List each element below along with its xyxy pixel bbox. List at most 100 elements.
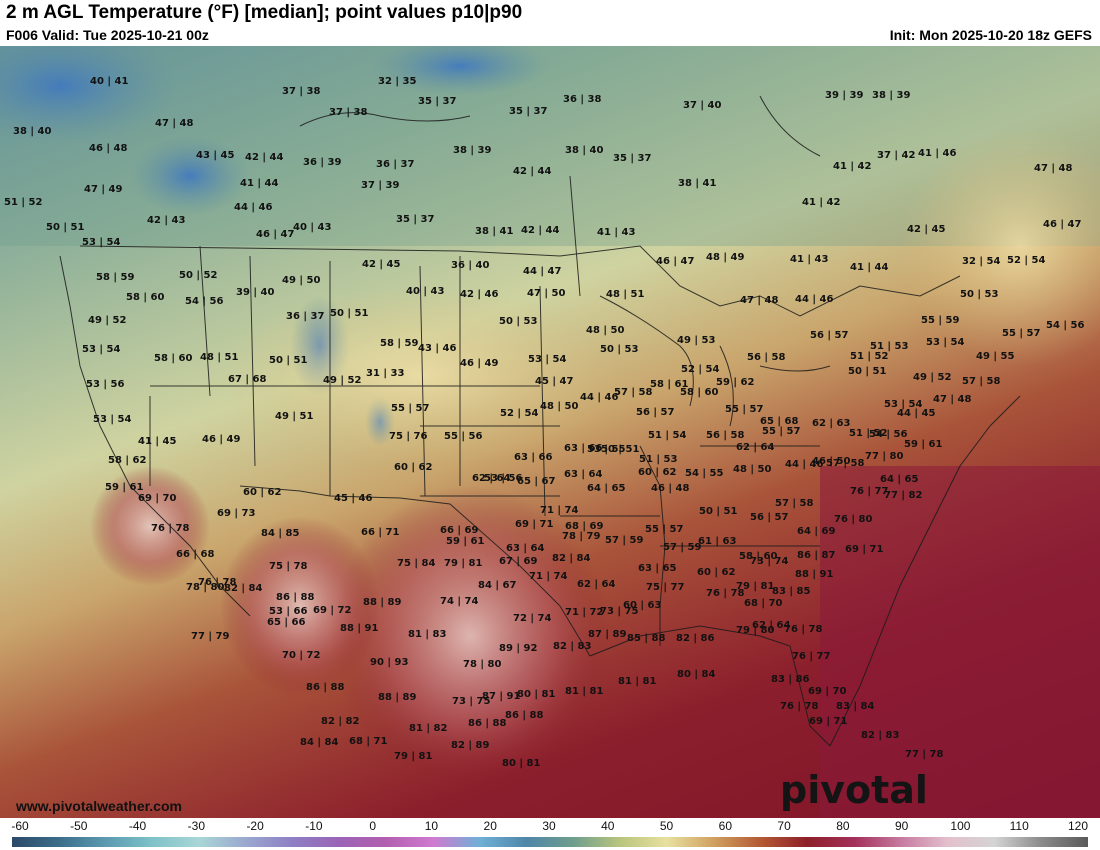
point-value-label: 74 | 74: [440, 596, 479, 607]
point-value-label: 53 | 54: [82, 344, 121, 355]
point-value-label: 86 | 88: [276, 592, 315, 603]
point-value-label: 59 | 61: [105, 482, 144, 493]
temperature-map[interactable]: 40 | 41 37 | 38 32 | 35 35 | 37 38 | 40 47 | …: [0, 46, 1100, 818]
point-value-label: 82 | 89: [451, 740, 490, 751]
point-value-label: 69 | 72: [313, 605, 352, 616]
point-value-label: 76 | 80: [834, 514, 873, 525]
point-value-label: 52 | 54: [1007, 255, 1046, 266]
point-value-label: 51 | 52: [4, 197, 43, 208]
point-value-label: 76 | 78: [706, 588, 745, 599]
legend-tick-label: 90: [894, 819, 909, 833]
point-value-label: 51 | 53: [870, 341, 909, 352]
point-value-label: 35 | 37: [418, 96, 457, 107]
point-value-label: 64 | 65: [587, 483, 626, 494]
point-value-label: 84 | 85: [261, 528, 300, 539]
cold-pocket-bc: [0, 46, 180, 146]
point-value-label: 50 | 51: [601, 444, 640, 455]
point-value-label: 62 | 64: [472, 473, 511, 484]
point-value-label: 83 | 84: [836, 701, 875, 712]
point-value-label: 51 | 52: [849, 428, 888, 439]
point-value-label: 44 | 46: [234, 202, 273, 213]
point-value-label: 67 | 68: [228, 374, 267, 385]
point-value-label: 48 | 51: [606, 289, 645, 300]
point-value-label: 46 | 47: [256, 229, 295, 240]
point-value-label: 55 | 57: [645, 524, 684, 535]
legend-tick-label: 40: [601, 819, 615, 833]
point-value-label: 42 | 45: [907, 224, 946, 235]
point-value-label: 50 | 53: [499, 316, 538, 327]
point-value-label: 75 | 77: [646, 582, 685, 593]
point-value-label: 58 | 60: [680, 387, 719, 398]
point-value-label: 73 | 74: [750, 556, 789, 567]
point-value-label: 83 | 86: [771, 674, 810, 685]
valid-time: F006 Valid: Tue 2025-10-21 00z: [6, 27, 209, 43]
point-value-label: 40 | 43: [293, 222, 332, 233]
point-value-label: 62 | 63: [812, 418, 851, 429]
point-value-label: 53 | 54: [82, 237, 121, 248]
hot-mexico: [330, 486, 610, 786]
point-value-label: 41 | 45: [138, 436, 177, 447]
point-value-label: 76 | 78: [780, 701, 819, 712]
point-value-label: 72 | 74: [513, 613, 552, 624]
legend-tick-label: -60: [11, 819, 29, 833]
point-value-label: 69 | 70: [138, 493, 177, 504]
point-value-label: 49 | 53: [677, 335, 716, 346]
point-value-label: 79 | 80: [736, 625, 775, 636]
point-value-label: 42 | 45: [362, 259, 401, 270]
point-value-label: 49 | 55: [976, 351, 1015, 362]
warm-east-canada: [900, 126, 1100, 366]
point-value-label: 50 | 51: [46, 222, 85, 233]
point-value-label: 42 | 43: [147, 215, 186, 226]
point-value-label: 82 | 86: [676, 633, 715, 644]
point-value-label: 45 | 47: [535, 376, 574, 387]
point-value-label: 82 | 82: [321, 716, 360, 727]
point-value-label: 63 | 66: [514, 452, 553, 463]
point-value-label: 48 | 50: [733, 464, 772, 475]
point-value-label: 49 | 51: [275, 411, 314, 422]
legend-tick-label: 20: [483, 819, 497, 833]
point-value-label: 64 | 65: [880, 474, 919, 485]
point-value-label: 42 | 44: [245, 152, 284, 163]
point-value-label: 32 | 54: [962, 256, 1001, 267]
point-value-label: 38 | 40: [13, 126, 52, 137]
point-value-label: 52 | 54: [500, 408, 539, 419]
point-value-label: 45 | 46: [334, 493, 373, 504]
legend-tick-label: -10: [305, 819, 323, 833]
hot-sonora: [220, 516, 380, 696]
point-value-label: 80 | 84: [677, 669, 716, 680]
point-value-label: 38 | 41: [475, 226, 514, 237]
point-value-label: 77 | 80: [865, 451, 904, 462]
point-value-label: 81 | 83: [408, 629, 447, 640]
point-value-label: 77 | 82: [884, 490, 923, 501]
point-value-label: 39 | 39: [825, 90, 864, 101]
point-value-label: 85 | 88: [627, 633, 666, 644]
point-value-label: 65 | 66: [267, 617, 306, 628]
point-value-label: 61 | 63: [698, 536, 737, 547]
point-value-label: 43 | 46: [418, 343, 457, 354]
point-value-label: 40 | 41: [90, 76, 129, 87]
point-value-label: 57 | 58: [775, 498, 814, 509]
point-value-label: 59 | 61: [904, 439, 943, 450]
point-value-label: 55 | 56: [444, 431, 483, 442]
point-value-label: 51 | 52: [850, 351, 889, 362]
point-value-label: 65 | 67: [517, 476, 556, 487]
point-value-label: 56 | 58: [747, 352, 786, 363]
point-value-label: 60 | 62: [638, 467, 677, 478]
point-value-label: 42 | 46: [460, 289, 499, 300]
point-value-label: 88 | 89: [363, 597, 402, 608]
legend-tick-label: -50: [70, 819, 88, 833]
point-value-label: 75 | 84: [397, 558, 436, 569]
point-value-label: 69 | 71: [809, 716, 848, 727]
point-value-label: 53 | 55: [587, 444, 626, 455]
point-value-label: 52 | 54: [681, 364, 720, 375]
point-value-label: 41 | 44: [240, 178, 279, 189]
point-value-label: 53 | 54: [528, 354, 567, 365]
point-value-label: 38 | 39: [872, 90, 911, 101]
point-value-label: 44 | 45: [897, 408, 936, 419]
point-value-label: 60 | 62: [697, 567, 736, 578]
point-value-label: 35 | 37: [396, 214, 435, 225]
point-value-label: 41 | 42: [802, 197, 841, 208]
point-value-label: 62 | 64: [577, 579, 616, 590]
point-value-label: 38 | 41: [678, 178, 717, 189]
point-value-label: 76 | 77: [792, 651, 831, 662]
